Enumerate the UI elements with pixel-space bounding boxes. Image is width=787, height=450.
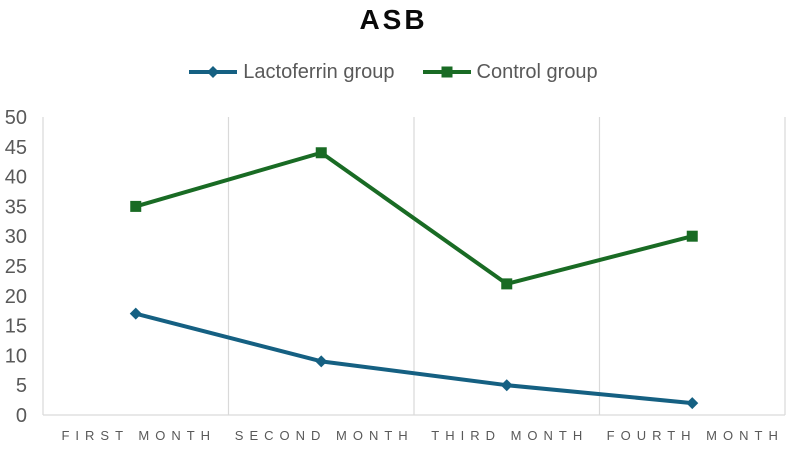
legend-item-lactoferrin-group: Lactoferrin group (189, 60, 395, 84)
data-point-marker-square (130, 200, 142, 212)
data-point-marker-diamond (500, 379, 513, 392)
y-tick-label: 30 (5, 226, 27, 248)
y-tick-label: 35 (5, 196, 27, 218)
line-chart-plot-area: 0 5 10 15 20 25 30 35 40 45 50 FIRST MONTH SECOND MO… (5, 107, 786, 443)
y-tick-label: 20 (5, 286, 27, 308)
legend-label-control-group: Control group (476, 60, 598, 83)
legend-diamond-swatch (207, 66, 220, 78)
x-category-label: THIRD MONTH (431, 428, 588, 443)
y-tick-label: 45 (5, 137, 27, 159)
lactoferrin-diamond-marker-icon (189, 66, 238, 78)
data-point-marker-diamond (686, 397, 699, 410)
y-tick-label: 25 (5, 256, 27, 278)
y-tick-label: 10 (5, 345, 27, 367)
chart-title: ASB (359, 4, 428, 35)
legend-square-swatch (441, 66, 452, 78)
data-point-marker-square (315, 147, 327, 159)
series-line-control-group (133, 150, 695, 286)
data-point-marker-diamond (129, 307, 142, 320)
data-point-marker-diamond (315, 355, 328, 368)
y-tick-label: 5 (16, 375, 27, 397)
x-category-label: FOURTH MONTH (607, 428, 784, 443)
y-tick-label: 40 (5, 167, 27, 189)
series-line-lactoferrin-group (133, 311, 695, 406)
y-tick-label: 0 (16, 405, 27, 427)
control-square-marker-icon (422, 66, 471, 78)
x-category-label: FIRST MONTH (61, 428, 216, 443)
legend: Lactoferrin group Control group (0, 56, 787, 88)
x-category-label: SECOND MONTH (235, 428, 414, 443)
legend-item-control-group: Control group (422, 60, 598, 84)
data-point-marker-square (686, 230, 698, 242)
y-tick-label: 15 (5, 316, 27, 338)
data-point-marker-square (501, 278, 513, 290)
legend-label-lactoferrin-group: Lactoferrin group (243, 60, 395, 83)
y-tick-label: 50 (5, 107, 27, 129)
